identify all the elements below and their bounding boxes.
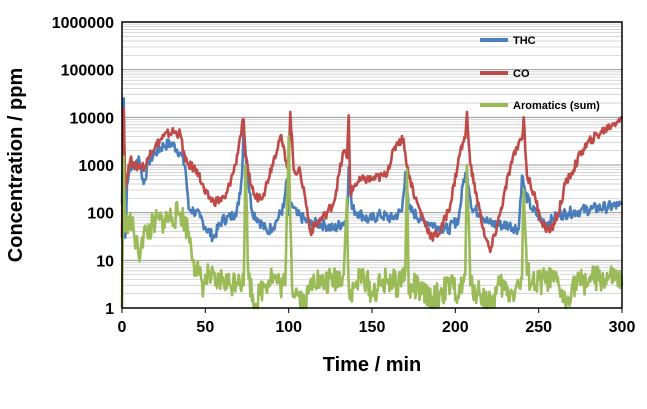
series-line-aromatics-sum: [120, 135, 624, 310]
x-tick-label: 250: [525, 319, 552, 336]
x-tick-label: 300: [609, 319, 636, 336]
x-tick-label: 200: [442, 319, 469, 336]
x-tick-label: 150: [359, 319, 386, 336]
series-line-thc: [120, 97, 624, 243]
legend-label: CO: [513, 68, 530, 80]
y-tick-label: 10: [96, 253, 114, 270]
y-tick-label: 1000: [78, 158, 114, 175]
y-tick-labels: 1 10 100 1000 10000 100000 1000000: [52, 15, 114, 318]
x-tick-label: 100: [275, 319, 302, 336]
legend-label: THC: [513, 35, 536, 47]
series-line-co: [120, 107, 624, 254]
y-tick-label: 100: [87, 206, 114, 223]
y-axis-title: Concentration / ppm: [5, 68, 27, 262]
x-tick-labels: 0 50 100 150 200 250 300: [118, 308, 636, 336]
series-lines: [120, 97, 624, 310]
legend-label: Aromatics (sum): [513, 100, 600, 112]
y-tick-label: 100000: [61, 63, 114, 80]
y-tick-label: 1: [105, 301, 114, 318]
x-tick-label: 50: [196, 319, 214, 336]
y-tick-label: 1000000: [52, 15, 114, 32]
legend: THC CO Aromatics (sum): [480, 35, 600, 112]
y-tick-label: 10000: [70, 110, 115, 127]
x-axis-title: Time / min: [323, 354, 422, 376]
x-tick-label: 0: [118, 319, 127, 336]
